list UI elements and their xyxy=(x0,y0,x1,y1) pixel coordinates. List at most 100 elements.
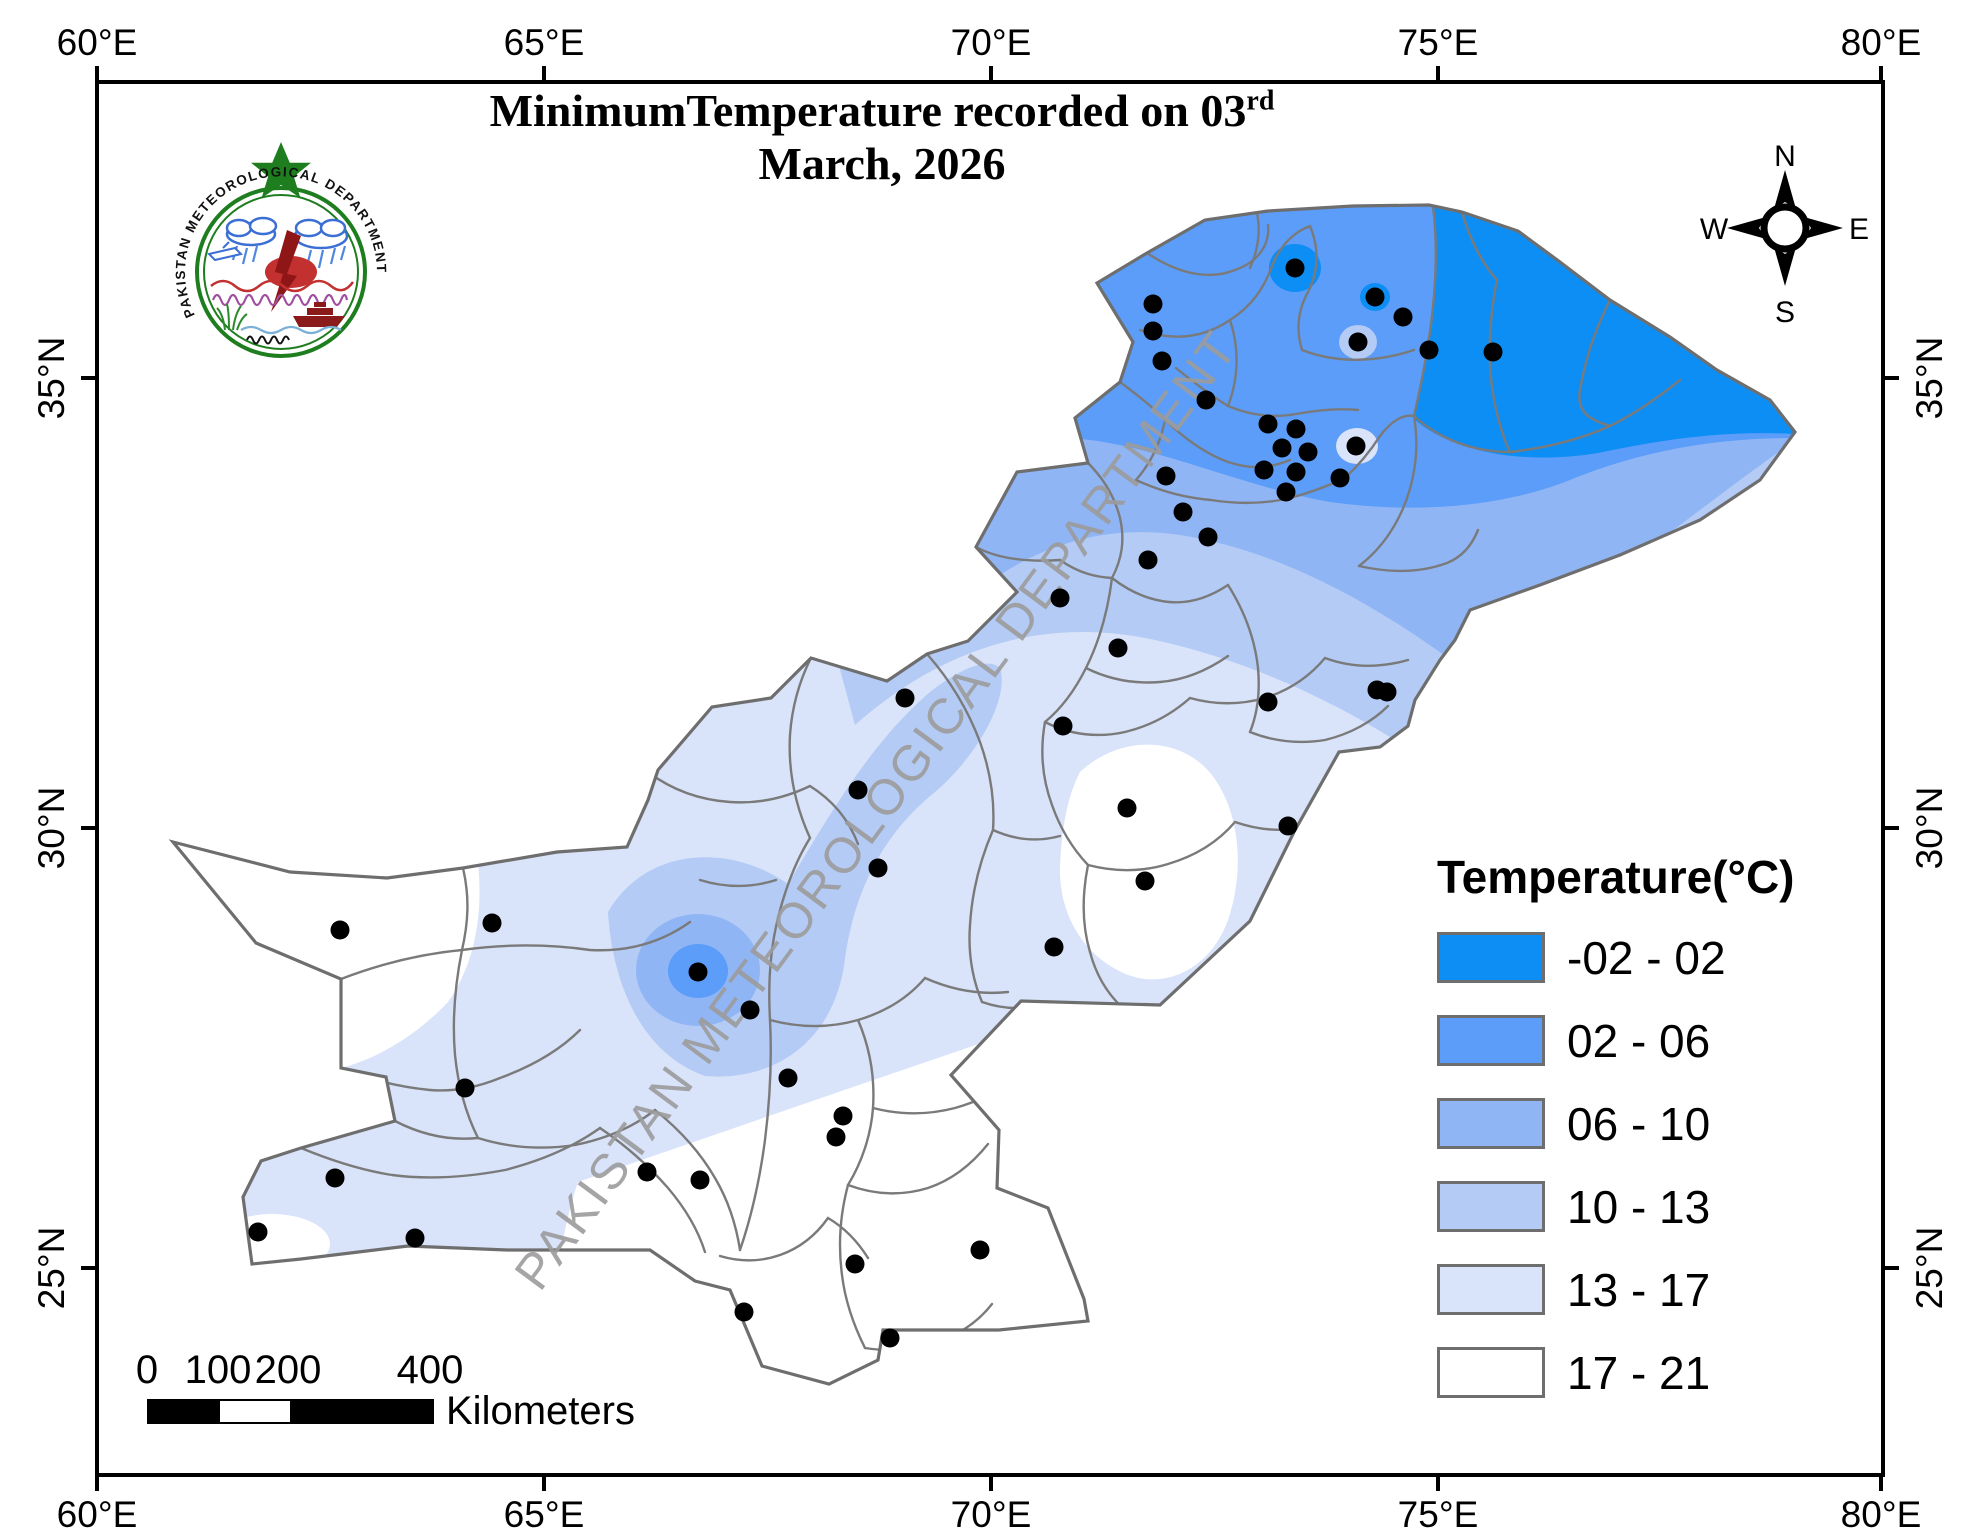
legend-swatch xyxy=(1437,1098,1545,1149)
legend-item: 02 - 06 xyxy=(1437,1014,1795,1067)
station-dot xyxy=(1254,460,1274,480)
station-dot xyxy=(1138,550,1158,570)
purple-squiggle-line xyxy=(211,293,349,307)
legend-label: 10 - 13 xyxy=(1567,1180,1711,1233)
label-top-70e: 70°E xyxy=(950,22,1032,63)
tick-right-35n xyxy=(1885,376,1899,380)
title-prefix: MinimumTemperature recorded on 03 xyxy=(489,85,1247,136)
station-dot xyxy=(1286,419,1306,439)
water-wave-line xyxy=(240,325,342,335)
legend-title: Temperature(°C) xyxy=(1437,851,1795,903)
label-bottom-65e: 65°E xyxy=(503,1494,585,1530)
legend: Temperature(°C) -02 - 02 02 - 06 06 - 10 10… xyxy=(1437,850,1795,1430)
legend-label: 02 - 06 xyxy=(1567,1014,1711,1067)
legend-item: 13 - 17 xyxy=(1437,1263,1795,1316)
station-dot xyxy=(1152,351,1172,371)
legend-label: -02 - 02 xyxy=(1567,931,1726,984)
station-dot xyxy=(1143,294,1163,314)
station-dot xyxy=(1143,321,1163,341)
tick-left-30n xyxy=(81,826,95,830)
station-dot xyxy=(1285,258,1305,278)
scale-unit-label: Kilometers xyxy=(446,1389,635,1433)
title-suffix: March, 2026 xyxy=(758,138,1006,189)
legend-label: 13 - 17 xyxy=(1567,1263,1711,1316)
station-dot xyxy=(826,1127,846,1147)
station-dot xyxy=(970,1240,990,1260)
tick-right-25n xyxy=(1885,1266,1899,1270)
legend-swatch xyxy=(1437,932,1545,983)
station-dot xyxy=(880,1328,900,1348)
rain-icon xyxy=(231,245,347,269)
station-dot xyxy=(1050,588,1070,608)
legend-label: 17 - 21 xyxy=(1567,1346,1711,1399)
station-dot xyxy=(1053,716,1073,736)
station-dot xyxy=(1298,442,1318,462)
tick-left-25n xyxy=(81,1266,95,1270)
compass-east-label: E xyxy=(1849,213,1869,246)
label-left-25n: 25°N xyxy=(31,1226,72,1310)
tick-top-65e xyxy=(542,66,546,80)
label-top-80e: 80°E xyxy=(1840,22,1922,63)
station-dot xyxy=(1198,527,1218,547)
station-dot xyxy=(330,920,350,940)
tick-left-35n xyxy=(81,376,95,380)
title-ordinal: rd xyxy=(1246,85,1275,117)
zone-neg02-02-northeast xyxy=(1413,205,1795,458)
station-dot xyxy=(1044,937,1064,957)
cloud-icon xyxy=(225,216,349,250)
red-wave-line xyxy=(210,279,355,293)
tick-bottom-75e xyxy=(1436,1477,1440,1491)
lightning-bolt-icon xyxy=(271,230,301,312)
map-title: MinimumTemperature recorded on 03rd Marc… xyxy=(432,84,1332,190)
station-dot xyxy=(1365,287,1385,307)
compass-rose-icon: N E S W xyxy=(1700,140,1869,329)
label-right-30n: 30°N xyxy=(1909,786,1950,870)
label-top-65e: 65°E xyxy=(503,22,585,63)
star-icon xyxy=(251,142,311,198)
station-dot xyxy=(1196,390,1216,410)
legend-swatch xyxy=(1437,1181,1545,1232)
legend-item: -02 - 02 xyxy=(1437,931,1795,984)
station-dot xyxy=(895,688,915,708)
zone-17-21-west-balochistan xyxy=(173,842,480,1068)
station-dot xyxy=(1272,438,1292,458)
airplane-icon xyxy=(207,241,243,262)
grass-icon xyxy=(216,303,248,331)
station-dot xyxy=(778,1068,798,1088)
station-dot xyxy=(833,1106,853,1126)
station-dot xyxy=(1156,466,1176,486)
ship-icon xyxy=(293,302,345,327)
tick-top-80e xyxy=(1879,66,1883,80)
tick-top-70e xyxy=(989,66,993,80)
station-dot xyxy=(482,913,502,933)
legend-item: 06 - 10 xyxy=(1437,1098,1795,1150)
pmd-logo: PAKISTAN METEOROLOGICAL DEPARTMENT xyxy=(173,142,388,358)
station-dot xyxy=(1278,816,1298,836)
station-dot xyxy=(1108,638,1128,658)
tick-bottom-60e xyxy=(95,1477,99,1491)
station-dot xyxy=(405,1228,425,1248)
station-dot xyxy=(1419,340,1439,360)
station-dot xyxy=(868,858,888,878)
label-right-25n: 25°N xyxy=(1909,1226,1950,1310)
station-dot xyxy=(1483,342,1503,362)
station-dot xyxy=(1135,871,1155,891)
station-dot xyxy=(1377,682,1397,702)
station-dot xyxy=(1173,502,1193,522)
label-bottom-60e: 60°E xyxy=(56,1494,138,1530)
station-dot xyxy=(1117,798,1137,818)
station-dot xyxy=(690,1170,710,1190)
scale-bar-white-segment xyxy=(220,1401,290,1422)
weather-stations xyxy=(248,258,1503,1348)
label-top-60e: 60°E xyxy=(56,22,138,63)
station-dot xyxy=(1346,436,1366,456)
station-dot xyxy=(1286,462,1306,482)
tick-bottom-80e xyxy=(1879,1477,1883,1491)
scale-label-400: 400 xyxy=(396,1348,464,1392)
legend-swatch xyxy=(1437,1015,1545,1066)
scale-label-100: 100 xyxy=(184,1348,252,1392)
label-right-35n: 35°N xyxy=(1909,336,1950,420)
compass-north-label: N xyxy=(1774,140,1796,173)
